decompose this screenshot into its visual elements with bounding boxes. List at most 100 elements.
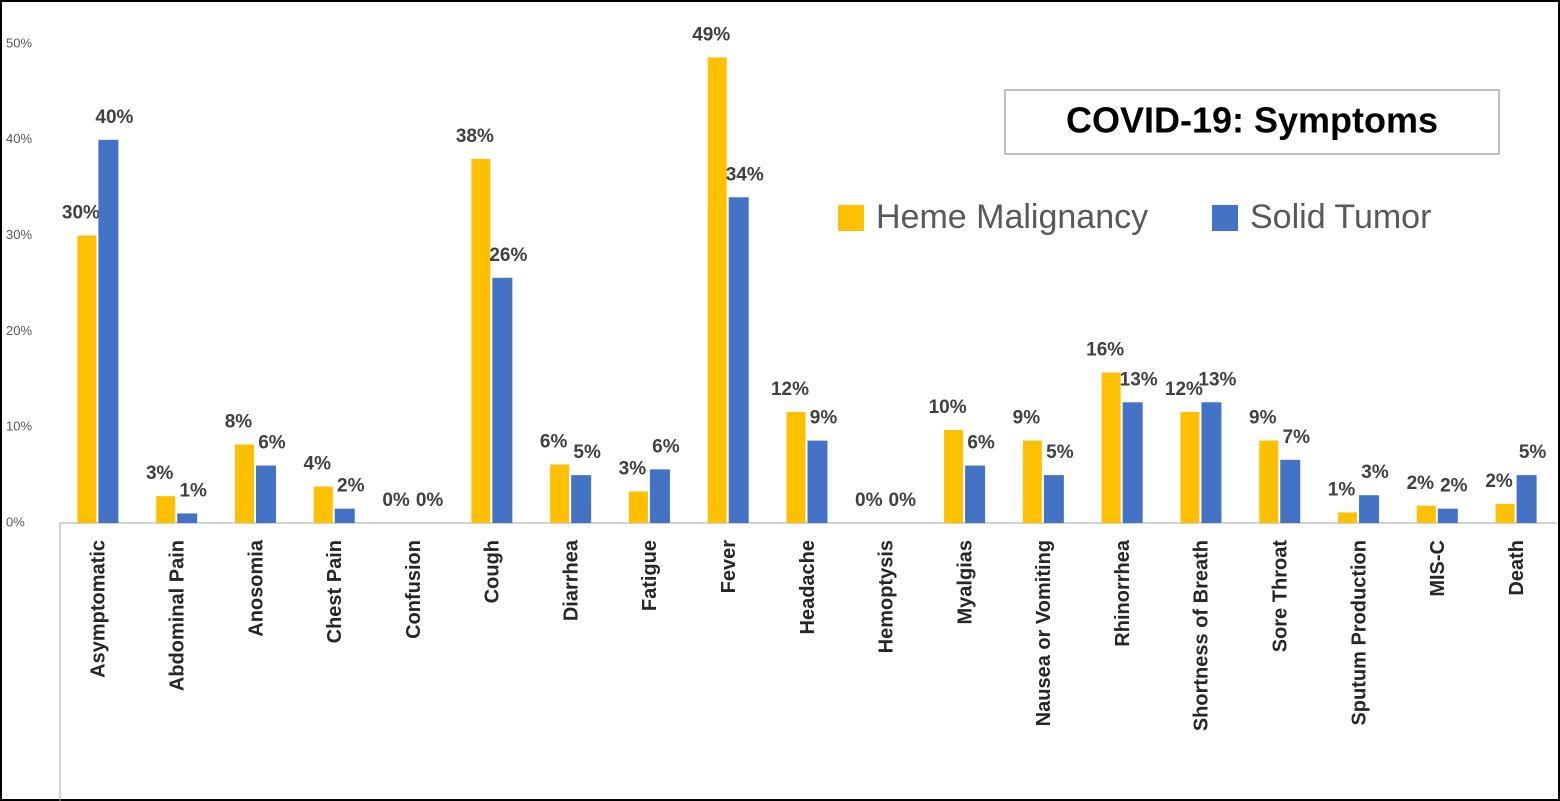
x-tick-label: Cough <box>482 540 504 603</box>
legend-label: Solid Tumor <box>1250 198 1431 236</box>
bar <box>649 469 670 523</box>
bar <box>628 491 648 523</box>
data-label: 9% <box>810 408 838 429</box>
legend-label: Heme Malignancy <box>876 198 1148 236</box>
data-label: 0% <box>855 490 883 511</box>
data-label: 16% <box>1086 340 1124 361</box>
legend-swatch <box>838 205 864 231</box>
data-label: 6% <box>652 436 680 457</box>
bar <box>334 508 355 523</box>
data-label: 38% <box>456 126 494 147</box>
bar <box>1359 495 1380 523</box>
y-tick-label: 0% <box>6 514 25 529</box>
bar <box>1338 512 1358 523</box>
data-label: 3% <box>146 463 174 484</box>
bar <box>1516 475 1537 523</box>
data-label: 8% <box>225 411 253 432</box>
x-tick-label: Nausea or Vomiting <box>1033 540 1055 726</box>
x-tick-label: Sore Throat <box>1270 540 1292 653</box>
x-tick-label: Fever <box>718 540 740 594</box>
data-label: 1% <box>1328 479 1356 500</box>
bar <box>1101 372 1121 523</box>
data-label: 3% <box>1361 462 1389 483</box>
x-tick-label: Death <box>1506 540 1528 596</box>
data-label: 34% <box>726 164 764 185</box>
x-tick-label: Diarrhea <box>560 539 582 621</box>
data-label: 1% <box>179 480 207 501</box>
data-label: 5% <box>1519 442 1547 463</box>
data-label: 10% <box>929 397 967 418</box>
x-tick-label: Myalgias <box>954 540 976 624</box>
data-label: 6% <box>258 433 286 454</box>
bar <box>1043 475 1064 523</box>
x-tick-label: Chest Pain <box>324 540 346 643</box>
bar <box>255 465 276 523</box>
data-label: 0% <box>382 490 410 511</box>
bar <box>1180 411 1200 523</box>
y-tick-label: 10% <box>6 419 32 434</box>
bar <box>77 235 97 523</box>
bar <box>728 197 749 523</box>
data-label: 6% <box>540 432 568 453</box>
bar <box>1437 508 1458 523</box>
x-tick-label: Rhinorrhea <box>1112 539 1134 647</box>
data-label: 2% <box>337 476 365 497</box>
bar <box>1201 402 1222 523</box>
x-tick-label: MIS-C <box>1427 540 1449 597</box>
bar <box>965 465 986 523</box>
legend-swatch <box>1212 205 1238 231</box>
x-tick-label: Anosomia <box>245 539 267 637</box>
x-tick-label: Abdominal Pain <box>166 540 188 691</box>
bar <box>98 139 119 524</box>
data-label: 7% <box>1283 427 1311 448</box>
bar <box>1495 503 1515 523</box>
x-tick-label: Headache <box>797 540 819 635</box>
data-label: 13% <box>1120 369 1158 390</box>
bar <box>313 486 333 523</box>
data-label: 0% <box>416 490 444 511</box>
bar <box>1022 440 1042 523</box>
data-label: 2% <box>1440 476 1468 497</box>
data-label: 12% <box>1165 379 1203 400</box>
x-tick-label: Confusion <box>403 540 425 639</box>
data-label: 13% <box>1198 369 1236 390</box>
bar <box>786 411 806 523</box>
title-box <box>1004 89 1500 155</box>
chart-title: COVID-19: Symptoms <box>1066 100 1438 141</box>
data-label: 0% <box>889 490 917 511</box>
bar <box>156 496 176 523</box>
y-tick-label: 30% <box>6 227 32 242</box>
bar <box>492 277 513 523</box>
bar <box>234 444 254 523</box>
bar <box>177 513 198 523</box>
bar <box>1280 459 1301 523</box>
data-label: 4% <box>304 454 332 475</box>
data-label: 9% <box>1249 408 1277 429</box>
y-tick-label: 20% <box>6 323 32 338</box>
bar <box>1416 505 1436 523</box>
data-label: 9% <box>1013 408 1041 429</box>
bar <box>471 158 491 523</box>
bar <box>707 57 727 524</box>
data-label: 40% <box>95 107 133 128</box>
data-label: 6% <box>967 433 995 454</box>
y-tick-label: 50% <box>6 35 32 50</box>
x-tick-label: Shortness of Breath <box>1191 540 1213 731</box>
data-label: 2% <box>1407 473 1435 494</box>
data-label: 2% <box>1485 471 1513 492</box>
data-label: 5% <box>1046 442 1074 463</box>
x-tick-label: Asymptomatic <box>88 540 110 678</box>
x-tick-label: Sputum Production <box>1348 540 1370 726</box>
data-label: 3% <box>619 458 647 479</box>
data-label: 49% <box>692 24 730 45</box>
data-label: 26% <box>489 245 527 266</box>
y-tick-label: 40% <box>6 131 32 146</box>
data-label: 30% <box>62 203 100 224</box>
bar <box>807 440 828 523</box>
bar <box>550 464 570 523</box>
bar <box>1122 402 1143 523</box>
bar <box>944 430 964 523</box>
x-tick-label: Hemoptysis <box>876 540 898 653</box>
data-label: 12% <box>771 379 809 400</box>
